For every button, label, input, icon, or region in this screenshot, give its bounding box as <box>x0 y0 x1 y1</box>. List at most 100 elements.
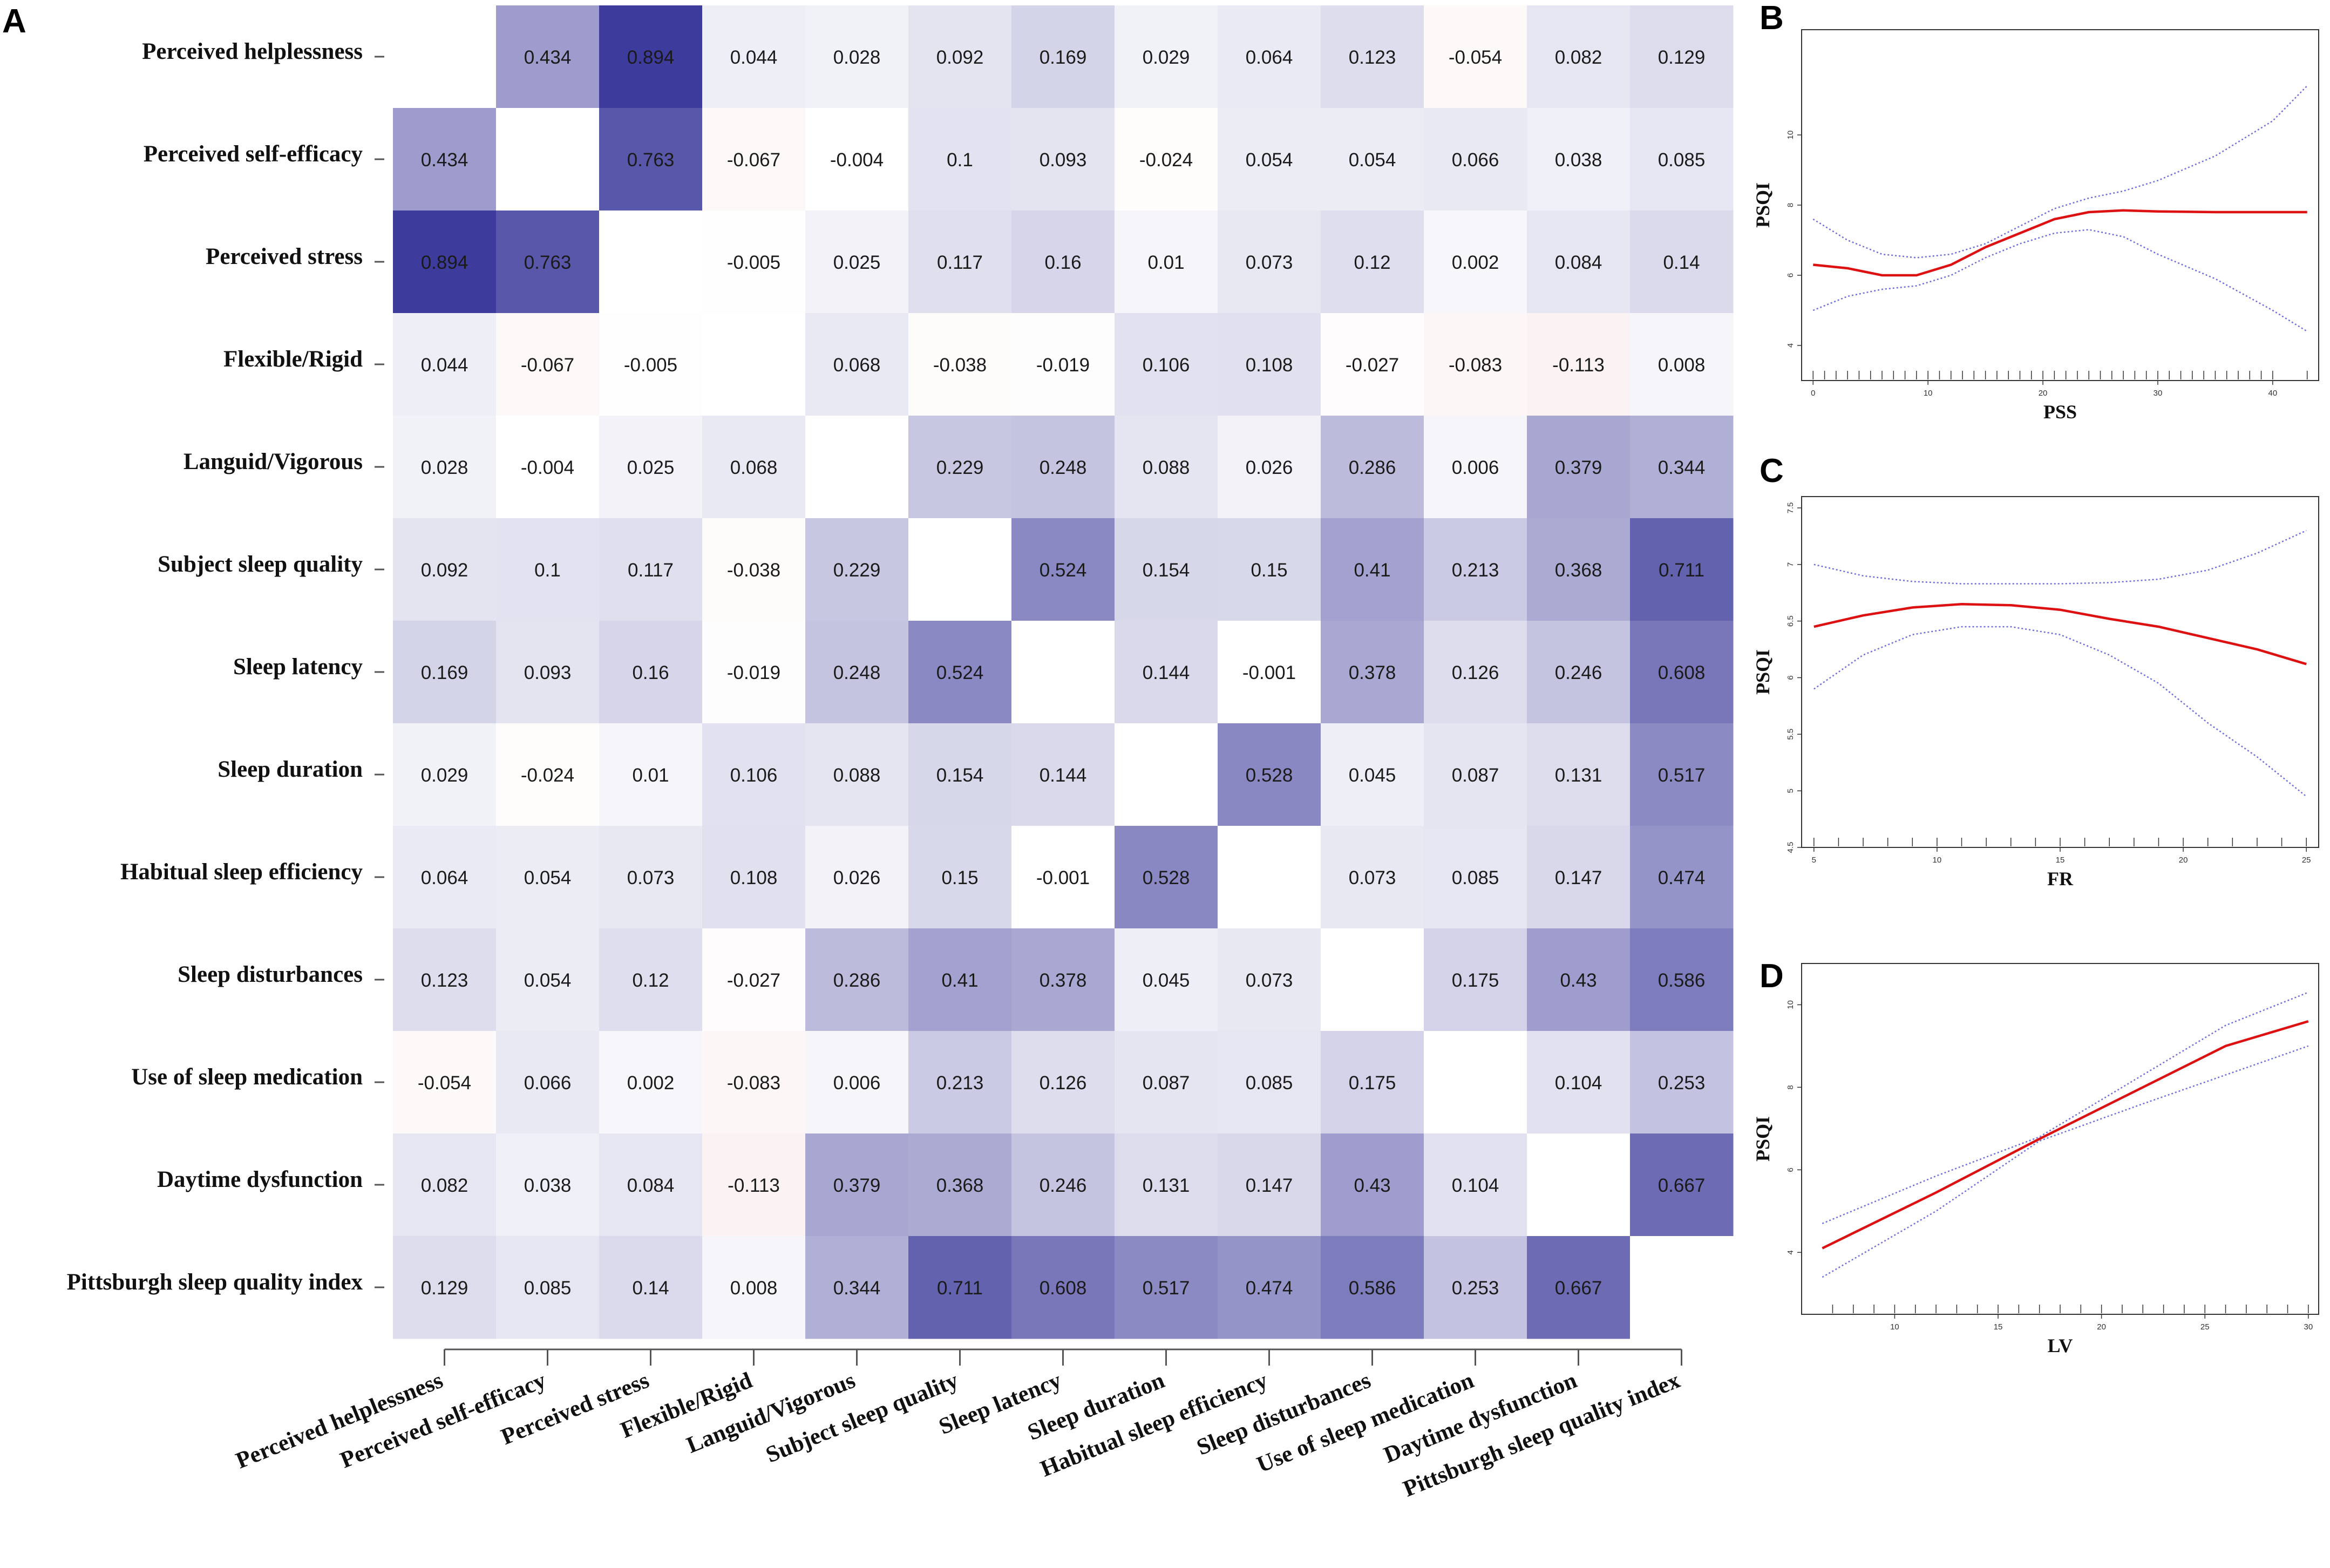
x-tick-label: 40 <box>2268 389 2278 398</box>
heatmap-value: 0.144 <box>1143 662 1190 683</box>
y-axis-title: PSQI <box>1752 1116 1774 1162</box>
y-tick-label: 4.5 <box>1786 842 1795 853</box>
heatmap-value: 0.169 <box>1040 47 1087 68</box>
heatmap-cell <box>1321 1031 1424 1134</box>
heatmap-value: 0.1 <box>534 560 561 581</box>
heatmap-cell <box>908 108 1012 211</box>
heatmap-value: -0.004 <box>521 457 574 478</box>
heatmap-cell <box>1011 416 1115 519</box>
heatmap-value: -0.113 <box>1552 355 1605 376</box>
heatmap-cell <box>1630 723 1734 826</box>
heatmap-value: 0.711 <box>937 1278 983 1299</box>
heatmap-cell <box>1218 1031 1321 1134</box>
plot-frame <box>1801 963 2319 1315</box>
heatmap-value: -0.001 <box>1036 867 1090 888</box>
x-tick-label: 20 <box>2039 389 2048 398</box>
heatmap-cell <box>702 1133 806 1237</box>
heatmap-row-labels: Perceived helplessness Perceived self-eff… <box>67 39 384 1295</box>
heatmap-cell <box>1527 1133 1631 1237</box>
heatmap-cell <box>1218 108 1321 211</box>
y-axis-title: PSQI <box>1752 182 1774 228</box>
heatmap-cell <box>1424 1133 1527 1237</box>
heatmap-cell <box>1630 1133 1734 1237</box>
heatmap-value: 0.087 <box>1143 1073 1190 1094</box>
heatmap-row-label: Subject sleep quality <box>158 552 363 577</box>
fitted-curve <box>1822 1020 2309 1250</box>
heatmap-value: 0.474 <box>1658 867 1706 888</box>
heatmap-cell <box>908 1031 1012 1134</box>
heatmap-value: 0.763 <box>627 150 675 171</box>
heatmap-cell <box>908 621 1012 724</box>
heatmap-value: 0.175 <box>1452 970 1499 991</box>
heatmap-cell <box>908 5 1012 108</box>
y-tick-label: 7 <box>1786 562 1795 567</box>
heatmap-value: -0.113 <box>728 1175 780 1196</box>
confidence-band-lower <box>1822 1045 2309 1278</box>
heatmap-cell <box>496 416 600 519</box>
heatmap-value: 0.092 <box>936 47 984 68</box>
heatmap-value: 0.517 <box>1143 1278 1190 1299</box>
heatmap-value: 0.025 <box>627 457 675 478</box>
heatmap-cell <box>805 518 909 621</box>
confidence-band-lower <box>1813 626 2307 797</box>
heatmap-value: 0.084 <box>627 1175 675 1196</box>
panel-label-b: B <box>1760 0 1784 37</box>
heatmap-cell <box>702 518 806 621</box>
y-tick-label: 6 <box>1786 675 1795 680</box>
heatmap-cell <box>1630 1236 1734 1339</box>
heatmap-value: 0.12 <box>632 970 669 991</box>
heatmap-cell <box>1424 5 1527 108</box>
heatmap-value: 0.154 <box>936 765 984 786</box>
heatmap-cell <box>702 211 806 314</box>
heatmap-cell <box>1424 211 1527 314</box>
heatmap-cell <box>1424 723 1527 826</box>
heatmap-value: 0.029 <box>1143 47 1190 68</box>
heatmap-cell <box>599 621 703 724</box>
heatmap-cell <box>393 1133 497 1237</box>
y-tick-label: 6 <box>1786 1167 1795 1172</box>
heatmap-cell <box>1011 1236 1115 1339</box>
heatmap-cell <box>1218 5 1321 108</box>
heatmap-value: -0.067 <box>521 355 574 376</box>
x-tick-label: 30 <box>2154 389 2163 398</box>
heatmap-cell <box>1424 1031 1527 1134</box>
heatmap-cell <box>1527 723 1631 826</box>
heatmap-cell <box>496 5 600 108</box>
heatmap-cell <box>496 1236 600 1339</box>
heatmap-row-label: Habitual sleep efficiency <box>120 859 363 885</box>
heatmap-values: 0.434 0.894 0.044 0.028 0.092 0.169 0.029 0.064… <box>418 47 1705 1299</box>
heatmap-value: 0.088 <box>833 765 881 786</box>
heatmap-cell <box>1321 211 1424 314</box>
heatmap-cell <box>496 108 600 211</box>
heatmap-cell <box>1527 928 1631 1031</box>
heatmap-row-label: Flexible/Rigid <box>223 347 363 372</box>
heatmap-value: 0.246 <box>1040 1175 1087 1196</box>
heatmap-cell <box>496 621 600 724</box>
heatmap-value: 0.082 <box>421 1175 468 1196</box>
y-axis-title: PSQI <box>1752 649 1774 695</box>
heatmap-value: 0.002 <box>627 1073 675 1094</box>
heatmap-cell <box>393 518 497 621</box>
heatmap-cell <box>599 5 703 108</box>
heatmap-value: 0.088 <box>1143 457 1190 478</box>
heatmap-value: 0.131 <box>1555 765 1602 786</box>
heatmap-cell <box>702 621 806 724</box>
heatmap-value: 0.368 <box>1555 560 1602 581</box>
heatmap-value: 0.434 <box>524 47 572 68</box>
heatmap-value: 0.894 <box>627 47 675 68</box>
heatmap-value: 0.524 <box>1040 560 1087 581</box>
x-tick-label: 10 <box>1924 389 1933 398</box>
heatmap-value: -0.005 <box>727 252 780 273</box>
heatmap-value: 0.087 <box>1452 765 1499 786</box>
heatmap-cell <box>496 211 600 314</box>
heatmap-value: 0.43 <box>1354 1175 1390 1196</box>
heatmap-cell <box>393 211 497 314</box>
heatmap-cell <box>1424 108 1527 211</box>
heatmap-value: 0.608 <box>1040 1278 1087 1299</box>
heatmap-value: 0.028 <box>421 457 468 478</box>
x-tick-label: 20 <box>2179 856 2188 865</box>
heatmap-cell <box>599 928 703 1031</box>
heatmap-cell <box>1630 416 1734 519</box>
x-tick-label: 20 <box>2097 1322 2106 1332</box>
